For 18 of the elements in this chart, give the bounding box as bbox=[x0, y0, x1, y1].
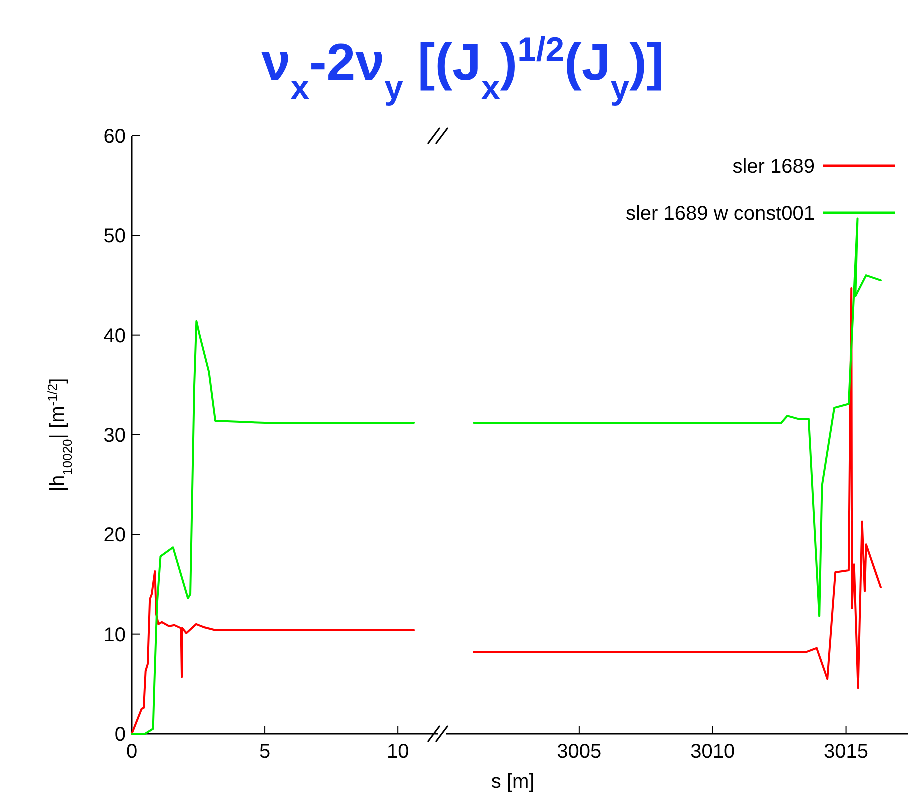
x-tick-label: 10 bbox=[386, 741, 410, 763]
x-axis-title: s [m] bbox=[491, 771, 535, 793]
y-tick-label: 50 bbox=[104, 226, 126, 248]
y-tick-label: 60 bbox=[104, 126, 126, 148]
y-tick-label: 30 bbox=[104, 425, 126, 447]
y-tick-label: 10 bbox=[104, 624, 126, 646]
y-tick-label: 0 bbox=[114, 724, 126, 746]
x-tick-label: 3015 bbox=[824, 741, 869, 763]
chart-title: ν$_{x}$-2ν$_{y}$ [(J$_{x}$)$^{1/2}$(J$_{y}$)] bbox=[262, 31, 664, 107]
line-series bbox=[131, 570, 416, 735]
legend-label: sler 1689 bbox=[732, 156, 815, 178]
y-tick-label: 40 bbox=[104, 325, 126, 348]
legend-label: sler 1689 w const001 bbox=[626, 203, 815, 225]
line-series bbox=[131, 320, 416, 735]
x-tick-label: 3005 bbox=[557, 741, 602, 763]
x-tick-label: 3010 bbox=[690, 741, 736, 763]
x-tick-label: 5 bbox=[259, 741, 271, 763]
y-tick-label: 20 bbox=[104, 524, 126, 547]
